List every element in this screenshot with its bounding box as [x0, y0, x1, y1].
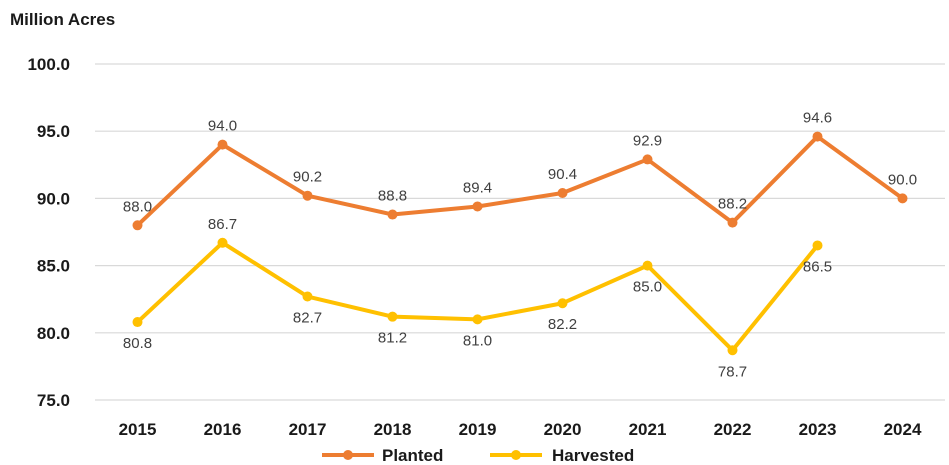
data-point-planted [132, 220, 143, 231]
y-tick-label: 100.0 [27, 55, 70, 74]
data-point-planted [387, 209, 398, 220]
legend-point-marker [343, 450, 353, 460]
data-point-planted [557, 188, 568, 199]
data-point-planted [812, 131, 823, 142]
data-point-planted [472, 201, 483, 212]
legend-label: Planted [382, 446, 443, 465]
x-tick-label: 2022 [714, 420, 752, 439]
data-label-harvested: 81.0 [463, 332, 492, 349]
data-point-harvested [557, 298, 568, 309]
data-label-harvested: 82.7 [293, 310, 322, 327]
data-label-harvested: 81.2 [378, 330, 407, 347]
data-point-harvested [387, 311, 398, 322]
series-line-planted [136, 134, 904, 227]
data-label-harvested: 80.8 [123, 335, 152, 352]
y-axis-title: Million Acres [10, 10, 116, 29]
y-tick-label: 75.0 [37, 391, 70, 410]
data-point-planted [727, 217, 738, 228]
y-tick-label: 80.0 [37, 324, 70, 343]
x-tick-label: 2024 [884, 420, 922, 439]
data-point-harvested [217, 237, 228, 248]
data-label-planted: 90.4 [548, 166, 577, 183]
data-label-planted: 94.6 [803, 110, 832, 127]
x-tick-label: 2016 [204, 420, 242, 439]
data-labels: 88.0 94.0 90.2 88.8 89.4 90.4 92.9 88.2 94.6 90.0… [123, 110, 917, 381]
data-point-planted [897, 193, 908, 204]
data-label-planted: 88.2 [718, 196, 747, 213]
legend-item-planted[interactable]: Planted [322, 446, 443, 465]
data-label-planted: 90.2 [293, 169, 322, 186]
x-tick-label: 2021 [629, 420, 667, 439]
data-point-harvested [812, 240, 823, 251]
x-tick-label: 2019 [459, 420, 497, 439]
data-label-planted: 94.0 [208, 118, 237, 135]
data-point-harvested [302, 291, 313, 302]
data-point-planted [217, 139, 228, 150]
data-point-harvested [642, 260, 653, 271]
data-label-harvested: 78.7 [718, 363, 747, 380]
legend-point-marker [511, 450, 521, 460]
legend-item-harvested[interactable]: Harvested [490, 446, 634, 465]
x-axis-ticks: 2015 2016 2017 2018 2019 2020 2021 2022 2023 2024 [119, 420, 922, 439]
x-tick-label: 2020 [544, 420, 582, 439]
data-point-planted [642, 154, 653, 165]
y-tick-label: 90.0 [37, 189, 70, 208]
x-tick-label: 2017 [289, 420, 327, 439]
y-tick-label: 95.0 [37, 122, 70, 141]
data-label-planted: 89.4 [463, 179, 492, 196]
data-point-harvested [472, 314, 483, 325]
y-tick-label: 85.0 [37, 257, 70, 276]
data-label-planted: 90.0 [888, 171, 917, 188]
data-label-harvested: 86.7 [208, 216, 237, 233]
series-points [132, 131, 908, 356]
data-point-harvested [132, 317, 143, 328]
x-tick-label: 2023 [799, 420, 837, 439]
data-label-planted: 88.0 [123, 198, 152, 215]
y-axis-ticks: 75.0 80.0 85.0 90.0 95.0 100.0 [27, 55, 70, 410]
legend-label: Harvested [552, 446, 634, 465]
data-point-planted [302, 190, 313, 201]
legend[interactable]: Planted Harvested [322, 446, 634, 465]
data-label-planted: 88.8 [378, 188, 407, 205]
series-lines [136, 134, 904, 353]
x-tick-label: 2015 [119, 420, 157, 439]
data-point-harvested [727, 345, 738, 356]
data-label-planted: 92.9 [633, 132, 662, 149]
data-label-harvested: 85.0 [633, 279, 662, 296]
data-label-harvested: 82.2 [548, 316, 577, 333]
data-label-harvested: 86.5 [803, 258, 832, 275]
x-tick-label: 2018 [374, 420, 412, 439]
